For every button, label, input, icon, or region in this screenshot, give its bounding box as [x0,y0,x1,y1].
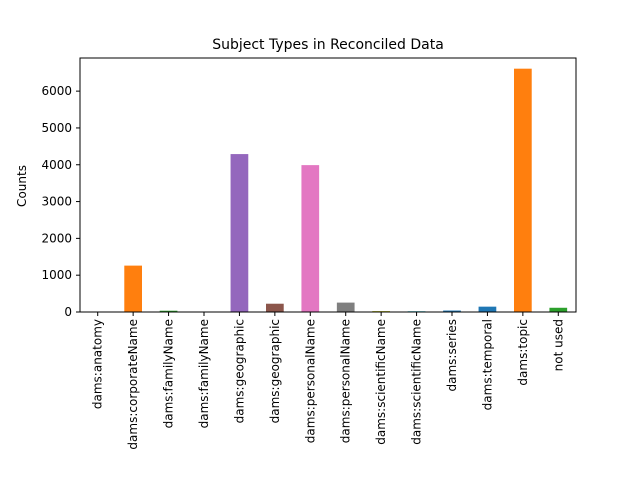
y-axis-label: Counts [15,165,29,207]
bar [231,154,249,312]
x-tick-label: not used [551,319,565,371]
bar [479,307,497,312]
x-tick-label: dams:geographic [268,319,282,423]
x-tick-label: dams:anatomy [91,319,105,409]
bar [337,303,355,312]
x-tick-label: dams:personalName [339,319,353,443]
x-tick-label: dams:topic [516,319,530,386]
bar [124,266,142,312]
y-tick-label: 1000 [41,268,72,282]
x-tick-label: dams:scientificName [410,319,424,445]
y-tick-label: 0 [64,305,72,319]
bar [301,165,319,312]
x-tick-label: dams:temporal [480,319,494,410]
plot-frame [80,58,576,312]
x-tick-label: dams:series [445,319,459,392]
bar [514,69,532,312]
x-tick-label: dams:geographic [232,319,246,423]
bar [266,304,284,312]
x-tick-label: dams:personalName [303,319,317,443]
y-tick-label: 3000 [41,195,72,209]
x-tick-label: dams:scientificName [374,319,388,445]
y-tick-label: 6000 [41,84,72,98]
y-tick-label: 4000 [41,158,72,172]
x-tick-label: dams:familyName [197,319,211,428]
y-tick-label: 5000 [41,121,72,135]
chart-title: Subject Types in Reconciled Data [212,37,444,53]
x-tick-label: dams:familyName [162,319,176,428]
x-tick-label: dams:corporateName [126,319,140,450]
x-axis: dams:anatomy dams:corporateName dams:famil… [91,312,566,450]
bars-group [89,69,567,312]
bar [549,308,567,312]
y-axis: 0 1000 2000 3000 4000 5000 6000 [41,84,80,319]
y-tick-label: 2000 [41,231,72,245]
